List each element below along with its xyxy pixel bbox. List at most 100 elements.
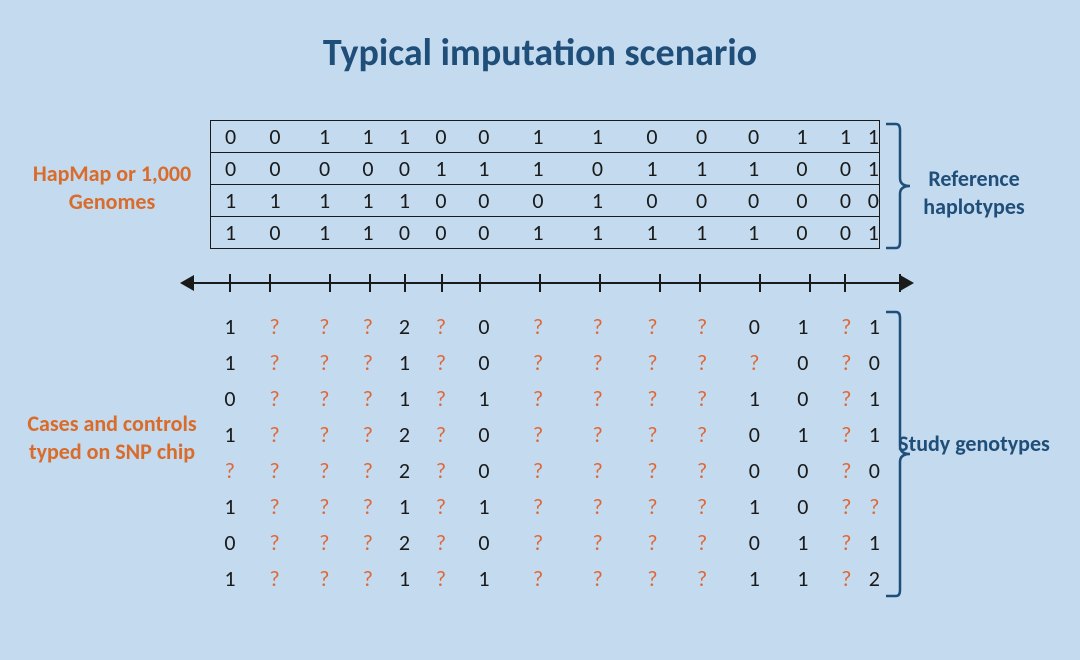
haplotype-cell: 1 (422, 153, 459, 185)
genotype-cell: ? (250, 344, 300, 380)
haplotype-cell: 1 (568, 217, 628, 249)
haplotype-cell: 0 (823, 217, 868, 249)
genotype-cell: ? (250, 452, 300, 488)
genotype-cell: ? (628, 308, 678, 344)
table-row: 000001110111001 (211, 153, 880, 185)
genotype-cell: 1 (460, 488, 509, 524)
haplotype-cell: 1 (211, 185, 251, 217)
haplotype-cell: 1 (726, 217, 781, 249)
genotype-cell: ? (250, 560, 300, 596)
haplotype-cell: 1 (781, 121, 823, 153)
genotype-cell: ? (628, 524, 678, 560)
haplotype-cell: 1 (868, 217, 880, 249)
genotype-cell: ? (508, 308, 568, 344)
genotype-cell: ? (824, 308, 869, 344)
genotype-cell: ? (299, 380, 349, 416)
genotype-cell: 1 (869, 524, 880, 560)
bracket-reference-icon (884, 122, 912, 250)
table-row: 0???1?1????10?1 (210, 380, 880, 416)
table-row: ????2?0????00?0 (210, 452, 880, 488)
genotype-cell: 0 (869, 452, 880, 488)
genotype-cell: 1 (210, 416, 250, 452)
bracket-study-icon (884, 310, 912, 598)
haplotype-cell: 0 (781, 185, 823, 217)
axis-tick (759, 274, 761, 292)
genotype-cell: ? (568, 560, 628, 596)
genotype-cell: 0 (869, 344, 880, 380)
genotype-cell: ? (422, 452, 459, 488)
genotype-cell: 1 (210, 344, 250, 380)
haplotype-cell: 0 (387, 217, 423, 249)
genotype-cell: ? (299, 452, 349, 488)
study-genotypes-table: 1???2?0????01?11???1?0?????0?00???1?1???… (210, 308, 880, 596)
genotype-cell: ? (422, 560, 459, 596)
genotype-cell: 1 (727, 380, 782, 416)
table-row: 001110011000111 (211, 121, 880, 153)
genotype-cell: 1 (782, 560, 824, 596)
genotype-cell: 1 (727, 560, 782, 596)
table-row: 1???1?1????10?? (210, 488, 880, 524)
haplotype-cell: 0 (349, 153, 386, 185)
haplotype-cell: 1 (300, 217, 350, 249)
genotype-cell: ? (299, 308, 349, 344)
genotype-cell: ? (568, 344, 628, 380)
genotype-cell: 1 (386, 380, 422, 416)
haplotype-cell: 0 (422, 121, 459, 153)
haplotype-cell: 1 (568, 121, 628, 153)
genotype-cell: ? (250, 380, 300, 416)
genotype-cell: 1 (210, 308, 250, 344)
haplotype-cell: 1 (387, 185, 423, 217)
genotype-cell: ? (508, 452, 568, 488)
genotype-cell: ? (677, 452, 727, 488)
genotype-cell: ? (210, 452, 250, 488)
haplotype-cell: 0 (422, 217, 459, 249)
axis-tick (809, 274, 811, 292)
genotype-cell: ? (349, 452, 386, 488)
genotype-cell: ? (299, 560, 349, 596)
haplotype-cell: 0 (460, 121, 509, 153)
genotype-cell: ? (299, 524, 349, 560)
genotype-cell: 0 (460, 416, 509, 452)
haplotype-cell: 0 (781, 217, 823, 249)
genotype-cell: ? (422, 380, 459, 416)
haplotype-cell: 1 (250, 185, 300, 217)
genotype-cell: 2 (386, 452, 422, 488)
genotype-cell: 0 (210, 524, 250, 560)
page-title: Typical imputation scenario (0, 30, 1080, 76)
genotype-cell: ? (349, 524, 386, 560)
genotype-cell: ? (349, 380, 386, 416)
haplotype-cell: 0 (781, 153, 823, 185)
axis-tick (844, 274, 846, 292)
haplotype-cell: 0 (300, 153, 350, 185)
label-reference-haplotypes: Reference haplotypes (894, 165, 1054, 220)
genotype-cell: ? (250, 488, 300, 524)
axis-tick (899, 274, 901, 292)
haplotype-cell: 0 (460, 185, 509, 217)
haplotype-cell: 0 (387, 153, 423, 185)
haplotype-cell: 1 (508, 153, 568, 185)
table-row: 1???2?0????01?1 (210, 308, 880, 344)
genotype-cell: 0 (727, 524, 782, 560)
genomic-axis (182, 268, 912, 298)
genotype-cell: ? (824, 416, 869, 452)
genotype-cell: ? (250, 308, 300, 344)
table-row: 1???1?0?????0?0 (210, 344, 880, 380)
haplotype-cell: 1 (349, 185, 386, 217)
genotype-cell: ? (727, 344, 782, 380)
haplotype-cell: 0 (211, 153, 251, 185)
genotype-cell: ? (349, 560, 386, 596)
genotype-cell: ? (677, 560, 727, 596)
genotype-cell: ? (299, 488, 349, 524)
axis-tick (269, 274, 271, 292)
label-reference-source: HapMap or 1,000 Genomes (22, 160, 202, 215)
haplotype-cell: 1 (387, 121, 423, 153)
haplotype-cell: 0 (726, 185, 781, 217)
genotype-cell: ? (568, 524, 628, 560)
axis-tick (659, 274, 661, 292)
genotype-cell: ? (628, 380, 678, 416)
genotype-cell: 1 (727, 488, 782, 524)
genotype-cell: ? (250, 524, 300, 560)
haplotype-cell: 1 (726, 153, 781, 185)
genotype-cell: ? (677, 308, 727, 344)
haplotype-cell: 1 (460, 153, 509, 185)
